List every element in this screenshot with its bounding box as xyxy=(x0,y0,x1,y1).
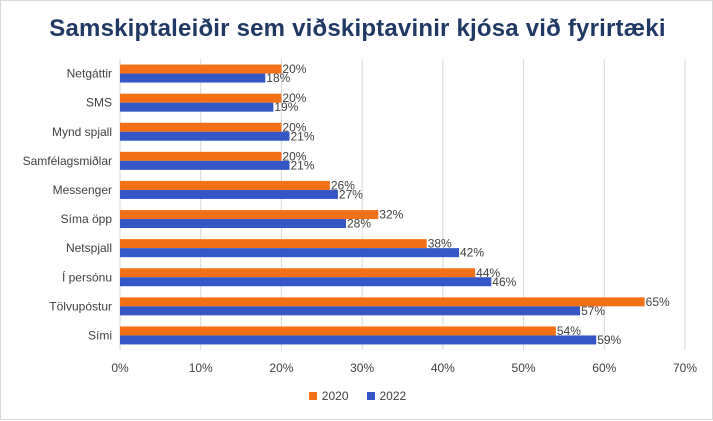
legend: 2020 2022 xyxy=(1,389,713,403)
data-label: 18% xyxy=(266,71,290,85)
data-label: 57% xyxy=(581,304,605,318)
category-label: Netspjall xyxy=(66,241,112,255)
category-label: Samfélagsmiðlar xyxy=(23,154,112,168)
x-axis-ticks: 0% 10% 20% 30% 40% 50% 60% 70% xyxy=(111,361,697,375)
legend-label-2020: 2020 xyxy=(321,389,349,403)
data-label: 28% xyxy=(347,217,371,231)
x-tick-label: 20% xyxy=(269,361,293,375)
data-label: 27% xyxy=(339,187,363,201)
legend-swatch-2022 xyxy=(366,392,375,400)
bar-2020 xyxy=(120,122,282,132)
x-tick-label: 50% xyxy=(512,361,536,375)
data-labels: 20%18%20%19%20%21%20%21%26%27%32%28%38%4… xyxy=(266,62,670,347)
bar-2020 xyxy=(120,64,282,74)
bars xyxy=(120,64,645,345)
data-label: 32% xyxy=(379,208,403,222)
data-label: 38% xyxy=(428,237,452,251)
bar-2022 xyxy=(120,306,581,316)
category-label: Netgáttir xyxy=(67,67,112,81)
bar-2022 xyxy=(120,277,492,287)
data-label: 20% xyxy=(282,62,306,76)
bar-2022 xyxy=(120,335,597,345)
x-tick-label: 0% xyxy=(111,361,129,375)
bar-2020 xyxy=(120,297,645,307)
data-label: 20% xyxy=(282,91,306,105)
data-label: 20% xyxy=(282,149,306,163)
bar-2020 xyxy=(120,93,282,103)
data-label: 59% xyxy=(597,333,621,347)
data-label: 21% xyxy=(291,158,315,172)
data-label: 54% xyxy=(557,324,581,338)
bar-2020 xyxy=(120,180,330,190)
legend-label-2022: 2022 xyxy=(379,389,407,403)
x-tick-label: 40% xyxy=(431,361,455,375)
x-tick-label: 30% xyxy=(350,361,374,375)
bar-2022 xyxy=(120,160,290,170)
legend-item-2020: 2020 xyxy=(308,389,349,403)
data-label: 42% xyxy=(460,246,484,260)
bar-2022 xyxy=(120,102,274,112)
data-label: 20% xyxy=(282,120,306,134)
chart-title: Samskiptaleiðir sem viðskiptavinir kjósa… xyxy=(49,15,666,42)
legend-swatch-2020 xyxy=(308,392,317,400)
legend-item-2022: 2022 xyxy=(366,389,407,403)
bar-2022 xyxy=(120,219,346,229)
category-label: SMS xyxy=(86,96,112,110)
data-label: 21% xyxy=(291,129,315,143)
data-label: 65% xyxy=(646,295,670,309)
data-label: 46% xyxy=(492,275,516,289)
bar-2022 xyxy=(120,189,338,199)
data-label: 44% xyxy=(476,266,500,280)
x-tick-label: 60% xyxy=(592,361,616,375)
bar-2020 xyxy=(120,210,379,220)
category-label: Síma öpp xyxy=(61,212,113,226)
bar-2020 xyxy=(120,268,476,278)
category-labels: Netgáttir SMS Mynd spjall Samfélagsmiðlar Me… xyxy=(23,67,113,343)
category-label: Sími xyxy=(88,328,112,342)
data-label: 19% xyxy=(274,100,298,114)
bar-2022 xyxy=(120,131,290,141)
x-tick-label: 10% xyxy=(189,361,213,375)
bar-2020 xyxy=(120,151,282,161)
category-label: Messenger xyxy=(53,183,112,197)
data-label: 26% xyxy=(331,178,355,192)
bar-2022 xyxy=(120,248,459,258)
bar-2020 xyxy=(120,239,427,249)
category-label: Mynd spjall xyxy=(52,125,112,139)
bar-2020 xyxy=(120,326,556,336)
category-label: Í persónu xyxy=(62,269,112,284)
bar-2022 xyxy=(120,73,266,83)
x-tick-label: 70% xyxy=(673,361,697,375)
category-label: Tölvupóstur xyxy=(49,299,112,313)
